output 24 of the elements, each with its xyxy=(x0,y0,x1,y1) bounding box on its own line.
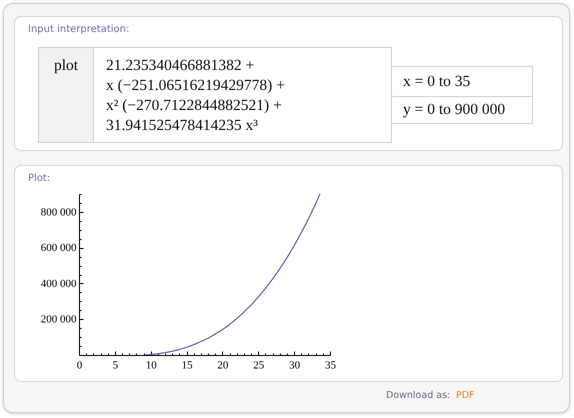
x-tick-label: 5 xyxy=(112,360,119,372)
line-series xyxy=(145,194,320,355)
y-tick-label: 200 000 xyxy=(40,314,77,326)
y-tick-label: 800 000 xyxy=(40,206,77,218)
chart-title: Plot: xyxy=(28,173,50,184)
y-tick-label: 400 000 xyxy=(40,278,77,290)
text: x = 0 to 35 xyxy=(403,73,470,90)
text: PDF xyxy=(456,390,475,401)
x-tick-label: 25 xyxy=(253,360,265,372)
text: x (−251.06516219429778) + xyxy=(106,77,285,94)
x-tick-label: 30 xyxy=(289,360,301,372)
text: 31.941525478414235 x³ xyxy=(106,117,258,134)
text: Input interpretation: xyxy=(28,24,130,35)
text: x² (−270.7122844882521) + xyxy=(106,97,282,114)
x-tick-label: 0 xyxy=(76,360,83,372)
x-tick-label: 20 xyxy=(217,360,229,372)
x-tick-label: 35 xyxy=(325,360,336,372)
text: plot xyxy=(52,57,80,74)
text: 21.235340466881382 + xyxy=(106,57,254,74)
text: Download as: xyxy=(386,390,450,401)
y-tick-label: 600 000 xyxy=(40,242,77,254)
x-tick-label: 15 xyxy=(182,360,194,372)
text: y = 0 to 900 000 xyxy=(403,101,506,118)
x-tick-label: 10 xyxy=(146,360,158,372)
